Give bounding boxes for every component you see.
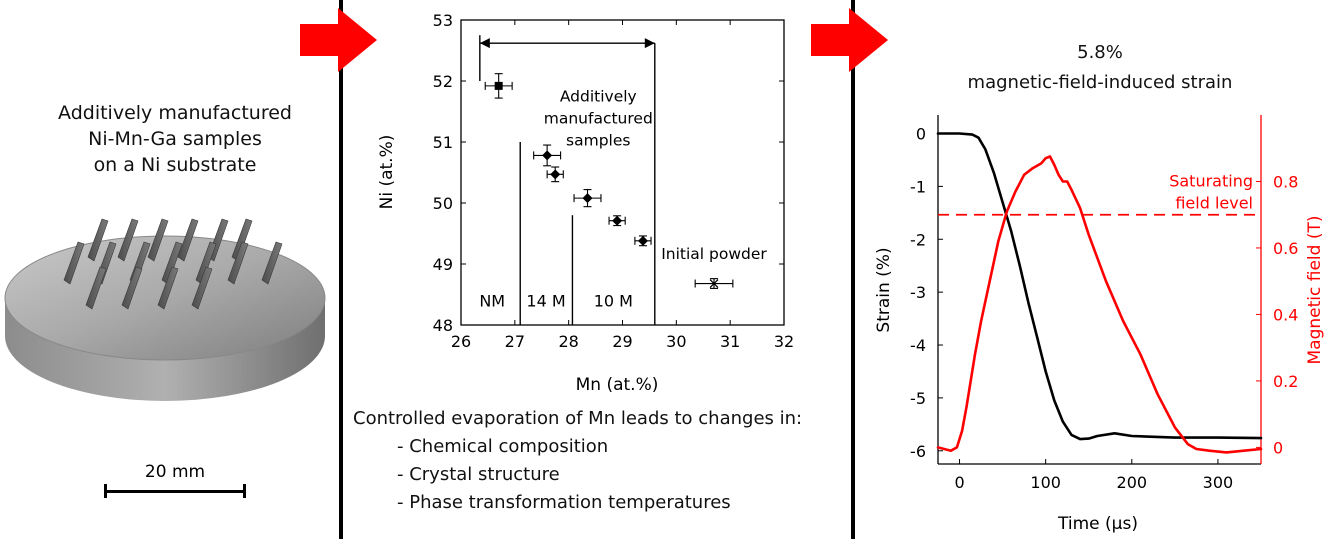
x-tick-label: 28 [558,332,578,351]
y2-tick-label: 0 [1273,438,1283,457]
sample-caption: Additively manufactured Ni-Mn-Ga samples… [30,100,320,178]
composition-chart: 26 27 28 29 30 31 32 48 49 50 51 52 53 NM 14 M 10 M Addi… [377,11,794,395]
x-tick-label: 300 [1203,473,1234,492]
headline-caption: magnetic-field-induced strain [967,72,1233,93]
caption-line: Ni-Mn-Ga samples [88,128,262,150]
sample-fin [85,266,107,310]
scale-bar-label: 20 mm [144,462,206,482]
y2-tick-label: 0.8 [1273,172,1298,191]
chart-annotation: manufactured [544,110,653,128]
x-tick-label: 29 [612,332,632,351]
y-tick-label: -1 [910,177,926,196]
data-point [612,215,623,226]
y-tick-label: -3 [910,283,926,302]
scale-bar [104,484,246,498]
y-axis-label: Ni (at.%) [377,135,397,210]
strain-field-chart: 0 100 200 300 0 -1 -2 -3 -4 -5 -6 0 0.2 0.4 0.6 0.8 Satu… [874,115,1325,534]
y2-tick-label: 0.6 [1273,239,1298,258]
panel-divider-left [339,0,343,539]
notes-item: - Phase transformation temperatures [397,492,731,513]
sample-fin [117,218,139,262]
headline-value: 5.8% [1077,42,1123,63]
plot-frame [460,19,785,326]
notes-item: - Chemical composition [397,436,609,457]
panel-divider-right [851,0,855,539]
sample-fin [147,218,169,262]
saturating-field-label: field level [1175,194,1253,213]
phase-label: 14 M [526,292,565,311]
sample-fin [191,266,213,310]
sample-fin [121,266,143,310]
data-point [582,193,593,204]
data-point [550,169,561,180]
x-tick-label: 27 [505,332,525,351]
x-tick-label: 200 [1117,473,1148,492]
evaporation-notes: Controlled evaporation of Mn leads to ch… [353,405,848,517]
phase-label: NM [479,292,505,311]
strain-headline: 5.8% magnetic-field-induced strain [890,38,1310,98]
chart-annotation: Initial powder [661,245,767,263]
y-axis-label: Strain (%) [874,247,894,332]
x-tick-label: 26 [451,332,471,351]
strain-series-line [936,132,1263,441]
y-tick-label: 52 [433,72,453,91]
y2-tick-label: 0.2 [1273,372,1298,391]
phase-label: 10 M [594,292,633,311]
caption-line: Additively manufactured [58,102,292,124]
sample-photo [4,218,326,401]
right-arrow-icon [300,8,377,72]
sample-fin [227,241,249,285]
notes-heading: Controlled evaporation of Mn leads to ch… [353,408,803,429]
sample-fin [177,218,199,262]
x-axis-label: Mn (at.%) [576,375,659,395]
sample-fin [63,241,85,285]
magnetic-field-series-line [936,155,1263,454]
right-arrow-icon [811,8,888,72]
y-tick-label: 49 [433,255,453,274]
saturating-field-label: Saturating [1169,172,1253,191]
notes-item: - Crystal structure [397,464,560,485]
x-tick-label: 0 [954,473,964,492]
y-tick-label: 48 [433,316,453,335]
arrow-head [644,38,655,49]
y-tick-label: -2 [910,230,926,249]
y-tick-label: -5 [910,389,926,408]
sample-fin [261,241,283,285]
x-tick-label: 31 [720,332,740,351]
chart-annotation: Additively [560,88,637,106]
data-point [637,235,648,246]
data-point [494,81,503,90]
x-tick-label: 32 [774,332,794,351]
arrow-head [479,38,490,49]
chart-annotation: samples [566,132,630,150]
caption-line: on a Ni substrate [93,154,257,176]
y2-axis-label: Magnetic field (T) [1305,216,1325,365]
y-tick-label: 53 [433,11,453,30]
y-tick-label: 51 [433,133,453,152]
data-point [542,150,553,161]
x-axis-label: Time (μs) [1057,514,1138,534]
y-tick-label: 50 [433,194,453,213]
y2-tick-label: 0.4 [1273,305,1298,324]
y-tick-label: 0 [916,125,926,144]
data-point [709,279,719,288]
y-tick-label: -4 [910,336,926,355]
x-tick-label: 100 [1030,473,1061,492]
sample-fin [87,218,109,262]
x-tick-label: 30 [666,332,686,351]
sample-fin [157,266,179,310]
y-tick-label: -6 [910,442,926,461]
